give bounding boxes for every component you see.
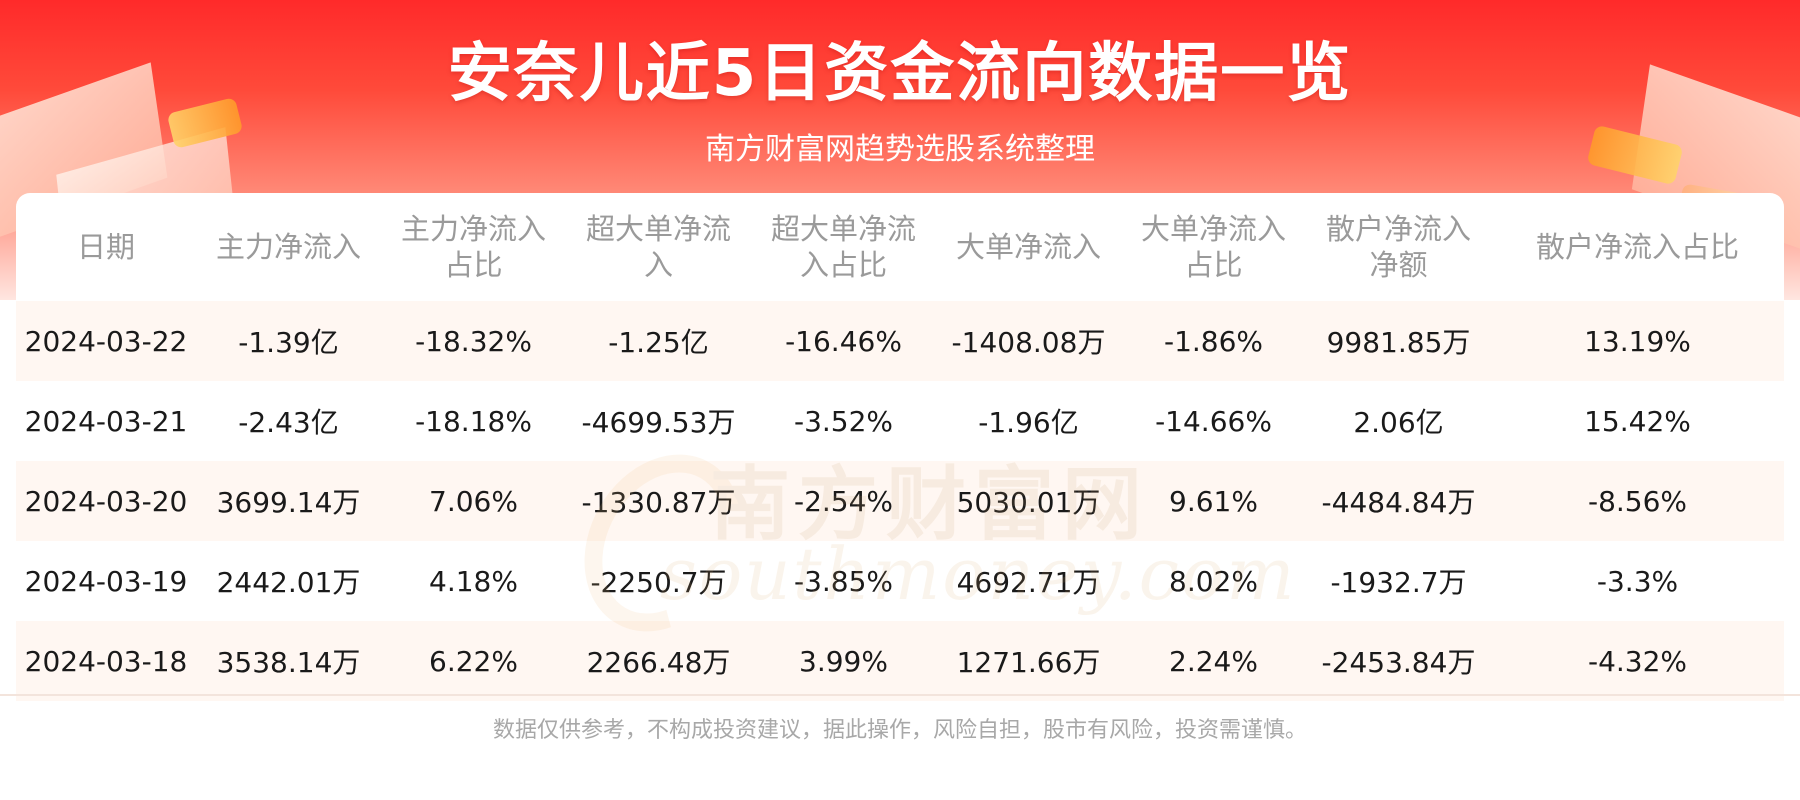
cell-retail-inflow: -2453.84万	[1306, 621, 1491, 701]
cell-main-inflow: 3699.14万	[196, 461, 381, 541]
table-row: 2024-03-18 3538.14万 6.22% 2266.48万 3.99%…	[16, 621, 1784, 701]
cell-retail-ratio: 15.42%	[1491, 381, 1784, 461]
table-row: 2024-03-22 -1.39亿 -18.32% -1.25亿 -16.46%…	[16, 301, 1784, 381]
cell-date: 2024-03-20	[16, 461, 196, 541]
page-title: 安奈儿近5日资金流向数据一览	[447, 37, 1353, 111]
disclaimer-text: 数据仅供参考，不构成投资建议，据此操作，风险自担，股市有风险，投资需谨慎。	[492, 718, 1307, 743]
cell-main-ratio: 6.22%	[381, 621, 566, 701]
cell-retail-ratio: -4.32%	[1491, 621, 1784, 701]
cell-retail-ratio: -8.56%	[1491, 461, 1784, 541]
cell-xl-ratio: -2.54%	[751, 461, 936, 541]
cell-main-inflow: -2.43亿	[196, 381, 381, 461]
cell-xl-ratio: -3.85%	[751, 541, 936, 621]
cell-main-ratio: 4.18%	[381, 541, 566, 621]
column-header-main-ratio: 主力净流入占比	[400, 212, 546, 282]
column-header-large-ratio: 大单净流入占比	[1140, 212, 1286, 282]
cell-main-ratio: -18.18%	[381, 381, 566, 461]
cell-large-inflow: 4692.71万	[936, 541, 1121, 621]
cell-large-inflow: 1271.66万	[936, 621, 1121, 701]
column-header-date: 日期	[76, 230, 135, 264]
cell-retail-inflow: 2.06亿	[1306, 381, 1491, 461]
cell-retail-ratio: 13.19%	[1491, 301, 1784, 381]
cell-main-inflow: -1.39亿	[196, 301, 381, 381]
cell-retail-inflow: -1932.7万	[1306, 541, 1491, 621]
cell-date: 2024-03-22	[16, 301, 196, 381]
footer-divider	[0, 694, 1800, 696]
cell-xl-inflow: -1330.87万	[566, 461, 751, 541]
cell-xl-ratio: -16.46%	[751, 301, 936, 381]
cell-xl-ratio: 3.99%	[751, 621, 936, 701]
table-row: 2024-03-21 -2.43亿 -18.18% -4699.53万 -3.5…	[16, 381, 1784, 461]
cell-retail-inflow: 9981.85万	[1306, 301, 1491, 381]
table-row: 2024-03-19 2442.01万 4.18% -2250.7万 -3.85…	[16, 541, 1784, 621]
cell-main-inflow: 3538.14万	[196, 621, 381, 701]
column-header-main-inflow: 主力净流入	[215, 230, 361, 264]
cell-main-ratio: 7.06%	[381, 461, 566, 541]
column-header-retail-ratio: 散户净流入占比	[1535, 230, 1739, 264]
cell-retail-inflow: -4484.84万	[1306, 461, 1491, 541]
cell-large-ratio: 9.61%	[1121, 461, 1306, 541]
cell-xl-inflow: -4699.53万	[566, 381, 751, 461]
cell-large-ratio: 2.24%	[1121, 621, 1306, 701]
cell-xl-ratio: -3.52%	[751, 381, 936, 461]
cell-large-inflow: -1408.08万	[936, 301, 1121, 381]
column-header-large-inflow: 大单净流入	[955, 230, 1101, 264]
cell-large-inflow: 5030.01万	[936, 461, 1121, 541]
cell-xl-inflow: -2250.7万	[566, 541, 751, 621]
fund-flow-table: 日期 主力净流入 主力净流入占比 超大单净流入 超大单净流入占比 大单净流入 大…	[16, 193, 1784, 701]
cell-date: 2024-03-21	[16, 381, 196, 461]
cell-large-ratio: -14.66%	[1121, 381, 1306, 461]
table-header-row: 日期 主力净流入 主力净流入占比 超大单净流入 超大单净流入占比 大单净流入 大…	[16, 193, 1784, 301]
column-header-xl-ratio: 超大单净流入占比	[770, 212, 916, 282]
cell-xl-inflow: -1.25亿	[566, 301, 751, 381]
cell-xl-inflow: 2266.48万	[566, 621, 751, 701]
cell-date: 2024-03-19	[16, 541, 196, 621]
column-header-retail-inflow: 散户净流入净额	[1325, 212, 1471, 282]
table-row: 2024-03-20 3699.14万 7.06% -1330.87万 -2.5…	[16, 461, 1784, 541]
column-header-xl-inflow: 超大单净流入	[585, 212, 731, 282]
page-subtitle: 南方财富网趋势选股系统整理	[705, 132, 1095, 167]
cell-main-inflow: 2442.01万	[196, 541, 381, 621]
cell-large-ratio: -1.86%	[1121, 301, 1306, 381]
cell-large-inflow: -1.96亿	[936, 381, 1121, 461]
cell-large-ratio: 8.02%	[1121, 541, 1306, 621]
cell-retail-ratio: -3.3%	[1491, 541, 1784, 621]
cell-date: 2024-03-18	[16, 621, 196, 701]
cell-main-ratio: -18.32%	[381, 301, 566, 381]
